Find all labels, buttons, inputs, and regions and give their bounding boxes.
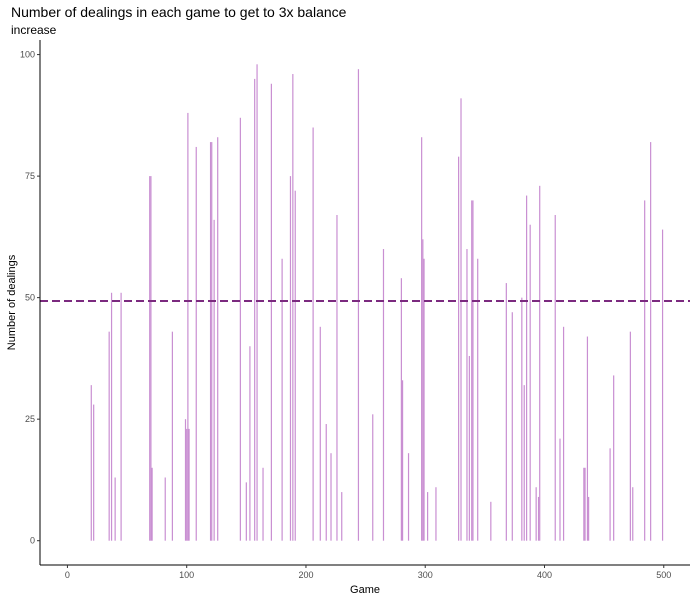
bar-game-121-17 bbox=[211, 142, 213, 541]
bar-game-101-13 bbox=[187, 112, 189, 541]
y-tick-label-75: 75 bbox=[25, 171, 35, 181]
bar-game-226-35 bbox=[336, 215, 338, 541]
bar-game-388-61 bbox=[529, 224, 531, 541]
bar-game-145-20 bbox=[239, 117, 241, 541]
bar-game-35-2 bbox=[108, 331, 110, 541]
bar-game-330-49 bbox=[460, 98, 462, 541]
bar-game-159-24 bbox=[256, 64, 258, 541]
bar-game-298-44 bbox=[422, 239, 424, 541]
x-tick-label-400: 400 bbox=[537, 570, 552, 580]
bar-game-335-50 bbox=[466, 249, 468, 541]
x-tick-label-500: 500 bbox=[656, 570, 671, 580]
bar-game-126-19 bbox=[217, 137, 219, 541]
bar-game-99-11 bbox=[184, 419, 187, 541]
bar-game-302-46 bbox=[427, 492, 429, 541]
bar-game-69-6 bbox=[149, 176, 151, 541]
bar-game-381-58 bbox=[521, 297, 523, 541]
bar-game-437-71 bbox=[588, 496, 590, 541]
bar-game-416-67 bbox=[562, 326, 565, 541]
bar-game-373-57 bbox=[511, 312, 513, 541]
bar-game-230-36 bbox=[341, 492, 343, 541]
bar-game-433-68 bbox=[583, 467, 585, 541]
bar-game-395-63 bbox=[537, 496, 540, 541]
bar-game-455-72 bbox=[609, 448, 611, 541]
bar-game-499-78 bbox=[661, 229, 664, 541]
bar-game-339-52 bbox=[471, 200, 473, 541]
x-axis-ticks: 0 100 200 300 400 500 bbox=[65, 565, 671, 580]
bar-game-434-69 bbox=[584, 467, 586, 541]
bar-game-191-30 bbox=[294, 190, 296, 541]
bar-game-286-42 bbox=[407, 453, 410, 541]
y-axis-ticks: 0 25 50 75 100 bbox=[20, 50, 40, 546]
bar-game-206-31 bbox=[312, 127, 314, 541]
x-axis-title: Game bbox=[350, 584, 380, 596]
bar-game-45-5 bbox=[120, 292, 122, 541]
bar-game-88-10 bbox=[171, 331, 173, 541]
chart-subtitle: increase bbox=[11, 23, 57, 37]
bar-game-458-73 bbox=[613, 375, 615, 541]
y-tick-label-50: 50 bbox=[25, 293, 35, 303]
y-tick-label-25: 25 bbox=[25, 414, 35, 424]
bar-game-171-26 bbox=[270, 83, 272, 541]
bar-game-123-18 bbox=[213, 219, 215, 541]
bar-game-70-7 bbox=[150, 176, 152, 541]
bar-game-150-21 bbox=[245, 482, 247, 541]
bar-game-265-39 bbox=[382, 249, 385, 541]
bar-game-474-75 bbox=[632, 487, 634, 541]
bar-game-20-0 bbox=[90, 385, 92, 541]
bar-game-22-1 bbox=[93, 404, 95, 541]
bar-game-383-59 bbox=[523, 385, 525, 541]
bar-game-37-3 bbox=[110, 292, 113, 541]
bar-game-472-74 bbox=[629, 331, 631, 541]
bar-game-340-53 bbox=[472, 200, 474, 541]
bar-game-221-34 bbox=[330, 453, 332, 541]
x-tick-label-300: 300 bbox=[418, 570, 433, 580]
bar-game-82-9 bbox=[164, 477, 166, 541]
bar-game-393-62 bbox=[535, 487, 537, 541]
bar-game-413-66 bbox=[559, 438, 561, 541]
bar-game-153-22 bbox=[249, 346, 251, 541]
bar-game-344-54 bbox=[477, 258, 479, 541]
bar-game-484-76 bbox=[644, 200, 646, 541]
bar-game-337-51 bbox=[468, 355, 470, 541]
bar-game-164-25 bbox=[262, 467, 264, 541]
bar-game-180-27 bbox=[281, 258, 283, 541]
bar-game-385-60 bbox=[526, 195, 528, 541]
bar-game-40-4 bbox=[114, 477, 116, 541]
x-tick-label-100: 100 bbox=[179, 570, 194, 580]
y-tick-label-0: 0 bbox=[30, 536, 35, 546]
bar-game-489-77 bbox=[650, 142, 652, 541]
y-tick-label-100: 100 bbox=[20, 50, 35, 60]
bar-game-189-29 bbox=[292, 74, 294, 541]
bar-game-280-40 bbox=[400, 278, 402, 541]
bars-group bbox=[90, 64, 664, 541]
bar-game-217-33 bbox=[325, 424, 327, 541]
bar-game-212-32 bbox=[319, 326, 321, 541]
bar-game-396-64 bbox=[539, 185, 541, 541]
bar-game-299-45 bbox=[423, 258, 425, 541]
bar-game-108-15 bbox=[195, 146, 197, 541]
bar-game-100-12 bbox=[186, 428, 188, 541]
chart-title: Number of dealings in each game to get t… bbox=[11, 4, 347, 20]
bar-game-157-23 bbox=[254, 78, 256, 541]
bar-game-244-37 bbox=[357, 69, 360, 541]
bar-game-368-56 bbox=[505, 283, 507, 541]
bar-game-120-16 bbox=[209, 142, 212, 541]
bar-game-436-70 bbox=[586, 336, 589, 541]
bar-game-355-55 bbox=[490, 501, 492, 541]
bar-game-281-41 bbox=[401, 380, 404, 541]
x-tick-label-0: 0 bbox=[65, 570, 70, 580]
bar-game-71-8 bbox=[151, 467, 153, 541]
bar-game-328-48 bbox=[458, 156, 460, 541]
bar-game-309-47 bbox=[435, 487, 437, 541]
bar-game-297-43 bbox=[421, 137, 423, 541]
bar-game-409-65 bbox=[554, 215, 556, 541]
y-axis-title: Number of dealings bbox=[6, 254, 18, 350]
bar-game-187-28 bbox=[289, 176, 292, 541]
bar-game-256-38 bbox=[372, 414, 374, 541]
bar-game-102-14 bbox=[188, 428, 190, 541]
x-tick-label-200: 200 bbox=[298, 570, 313, 580]
